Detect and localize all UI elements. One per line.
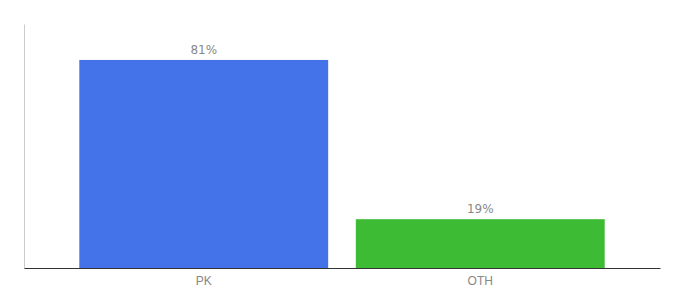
chart-container: PK OTH 81% 19%	[0, 0, 680, 300]
data-labels: 81% 19%	[190, 43, 493, 216]
y-axis	[24, 25, 25, 269]
chart: PK OTH 81% 19%	[0, 0, 680, 300]
x-tick: PK	[196, 274, 212, 288]
y-axis-line	[24, 25, 25, 269]
x-tick-label: PK	[196, 274, 212, 288]
x-tick-label: OTH	[468, 274, 493, 288]
data-label: 81%	[190, 43, 217, 57]
x-tick: OTH	[468, 274, 493, 288]
data-label: 19%	[467, 202, 494, 216]
bars	[79, 60, 604, 268]
x-axis: PK OTH	[25, 269, 661, 288]
bar	[356, 219, 605, 268]
bar	[79, 60, 328, 268]
plot-area: PK OTH 81% 19%	[25, 25, 661, 288]
x-axis-line	[25, 268, 661, 269]
